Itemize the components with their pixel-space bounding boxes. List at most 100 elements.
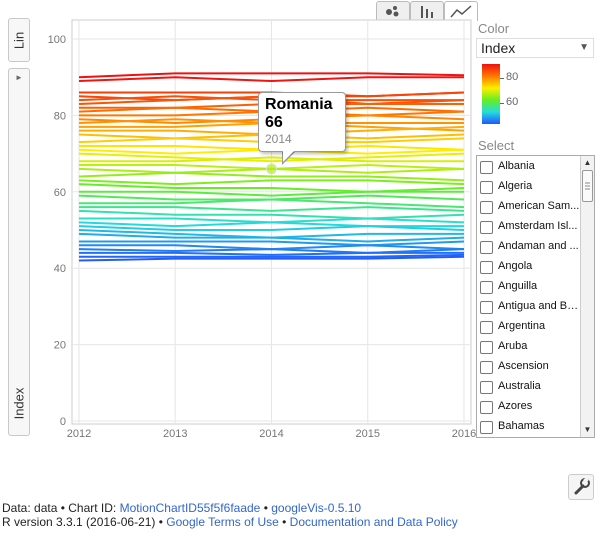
list-item[interactable]: Amsterdam Isl... [480, 218, 580, 238]
checkbox[interactable] [480, 401, 493, 414]
settings-button[interactable] [568, 474, 594, 500]
list-item[interactable]: Argentina [480, 318, 580, 338]
color-select[interactable]: Index ▼ [476, 38, 594, 58]
bar-chart-tab[interactable] [410, 1, 444, 21]
series-line-21 [78, 171, 465, 182]
series-line-39 [78, 255, 465, 262]
checkbox[interactable] [480, 421, 493, 434]
list-item[interactable]: Bahamas [480, 418, 580, 437]
legend-tick-80: 80 [506, 71, 519, 83]
series-line-27 [79, 206, 465, 212]
series-line-28 [78, 209, 465, 220]
series-line-37 [79, 251, 464, 256]
checkbox[interactable] [480, 181, 493, 194]
list-item[interactable]: Aruba [480, 338, 580, 358]
wrench-icon [574, 477, 590, 495]
y-tick-label: 100 [48, 34, 66, 46]
list-item-label: Azores [498, 400, 533, 412]
list-item[interactable]: Antigua and Ba... [480, 298, 580, 318]
list-item-label: Bahamas [498, 420, 545, 432]
terms-link[interactable]: Google Terms of Use [166, 515, 279, 529]
list-item[interactable]: Australia [480, 378, 580, 398]
line-icon [450, 5, 472, 18]
footer-r-version: R version 3.3.1 (2016-06-21) • [2, 515, 167, 529]
checkbox[interactable] [480, 361, 493, 374]
footer-line-1: Data: data • Chart ID: MotionChartID55f5… [2, 501, 361, 515]
list-item-label: Albania [498, 160, 535, 172]
grip-icon [585, 182, 590, 190]
tooltip-value: 66 [265, 114, 283, 131]
color-select-value: Index [481, 40, 516, 56]
scrollbar[interactable]: ▲ ▼ [580, 156, 594, 437]
list-item-label: Australia [498, 380, 541, 392]
checkbox[interactable] [480, 161, 493, 174]
series-line-18 [79, 156, 464, 163]
bubble-icon [386, 6, 399, 17]
footer-separator: • [260, 501, 272, 515]
y-tick-label: 20 [54, 340, 66, 352]
list-item[interactable]: Ascension [480, 358, 580, 378]
list-item[interactable]: Azores [480, 398, 580, 418]
checkbox[interactable] [480, 201, 493, 214]
x-tick-label: 2016 [452, 428, 476, 440]
checkbox[interactable] [480, 341, 493, 354]
list-item-label: Angola [498, 260, 533, 272]
legend-tickmark [500, 78, 504, 79]
list-item-label: Andaman and ... [498, 240, 579, 252]
list-item-label: Argentina [498, 320, 546, 332]
list-item-label: American Sam... [498, 200, 580, 212]
checkbox[interactable] [480, 221, 493, 234]
x-axis-selector[interactable]: Lin [8, 18, 30, 62]
footer-data-text: Data: data • Chart ID: [2, 501, 120, 515]
list-item[interactable]: Anguilla [480, 278, 580, 298]
x-tick-label: 2013 [163, 428, 187, 440]
checkbox[interactable] [480, 321, 493, 334]
highlight-point-romania [266, 163, 277, 175]
series-line-33 [78, 232, 465, 243]
checkbox[interactable] [480, 301, 493, 314]
legend-tick-60: 60 [506, 96, 519, 108]
series-line-23 [78, 183, 465, 193]
googlevis-link[interactable]: googleVis-0.5.10 [271, 501, 362, 515]
y-axis-selector[interactable]: ► Index [8, 68, 30, 436]
line-chart-tab[interactable] [444, 1, 478, 21]
series-line-0 [78, 72, 465, 79]
list-item[interactable]: Andaman and ... [480, 238, 580, 258]
series-line-24 [79, 190, 464, 197]
checkbox[interactable] [480, 261, 493, 274]
list-item[interactable]: Algeria [480, 178, 580, 198]
checkbox[interactable] [480, 241, 493, 254]
scroll-thumb[interactable] [582, 170, 593, 202]
series-line-34 [79, 240, 465, 247]
scroll-down-icon[interactable]: ▼ [583, 425, 592, 434]
series-line-26 [79, 198, 465, 209]
list-item[interactable]: Angola [480, 258, 580, 278]
scroll-up-icon[interactable]: ▲ [583, 158, 592, 167]
list-item-label: Ascension [498, 360, 549, 372]
bar-icon [421, 6, 433, 18]
policy-link[interactable]: Documentation and Data Policy [289, 515, 458, 529]
tooltip-year: 2014 [265, 132, 292, 146]
y-tick-label: 40 [54, 263, 66, 275]
highlight-point [266, 163, 277, 175]
country-list[interactable]: Albania Algeria American Sam... Amsterdam I… [476, 155, 595, 438]
y-tick-labels: 0 20 40 60 80 100 [48, 34, 66, 428]
footer-separator: • [278, 515, 290, 529]
x-tick-labels: 2012 2013 2014 2015 2016 [67, 428, 476, 440]
list-item-label: Anguilla [498, 280, 538, 292]
series-line-17 [78, 152, 465, 163]
list-item-label: Antigua and Ba... [498, 300, 580, 312]
checkbox[interactable] [480, 281, 493, 294]
tooltip-name: Romania [265, 96, 333, 113]
color-legend-bar [482, 64, 500, 124]
legend-tickmark [500, 103, 504, 104]
series-line-30 [78, 221, 464, 228]
chart-id-link[interactable]: MotionChartID55f5f6faade [119, 501, 261, 515]
x-tick-label: 2014 [259, 428, 283, 440]
list-item-label: Amsterdam Isl... [498, 220, 578, 232]
list-item[interactable]: Albania [480, 158, 580, 178]
list-item-label: Aruba [498, 340, 528, 352]
list-item[interactable]: American Sam... [480, 198, 580, 218]
checkbox[interactable] [480, 381, 493, 394]
